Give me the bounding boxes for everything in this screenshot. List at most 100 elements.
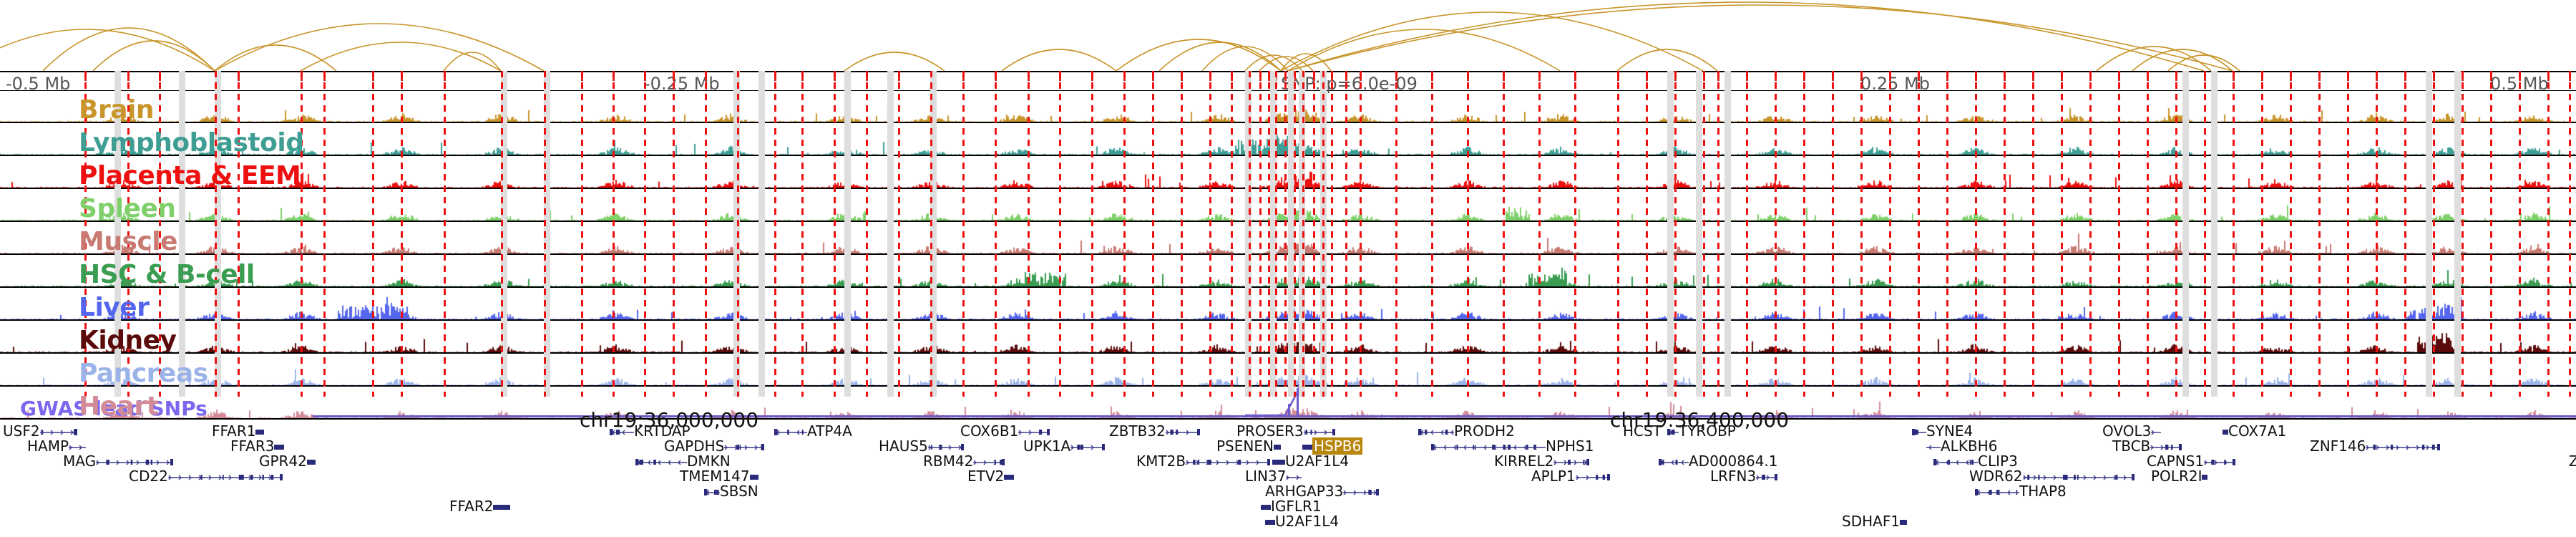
- gene-hamp[interactable]: HAMP: [27, 439, 87, 453]
- gene-tbcb[interactable]: TBCB: [2112, 439, 2182, 453]
- gene-znf146[interactable]: ZNF146: [2310, 439, 2441, 453]
- gene-ad000864.1[interactable]: AD000864.1: [1659, 454, 1778, 468]
- gene-alkbh6[interactable]: ALKBH6: [1926, 439, 1997, 453]
- gene-igflr1[interactable]: IGFLR1: [1261, 499, 1322, 513]
- gene-model-glyph: [1553, 458, 1590, 465]
- track-spleen[interactable]: Spleen: [0, 189, 2576, 222]
- ruler-snp-tick: [962, 72, 965, 81]
- gene-u2af1l4[interactable]: U2AF1L4: [1272, 454, 1349, 468]
- gene-kirrel2[interactable]: KIRREL2: [1494, 454, 1590, 468]
- gene-arhgap33[interactable]: ARHGAP33: [1265, 484, 1380, 498]
- gwas-snp-tick[interactable]: [1297, 388, 1299, 415]
- interaction-arc: [300, 42, 502, 72]
- track-signal-canvas: [0, 255, 2576, 286]
- gene-etv2[interactable]: ETV2: [967, 469, 1015, 483]
- gene-krtdap[interactable]: KRTDAP: [610, 424, 691, 438]
- gene-haus5[interactable]: HAUS5: [879, 439, 965, 453]
- gene-model-glyph: [1265, 519, 1275, 525]
- gene-model-glyph: [255, 429, 265, 435]
- gene-syne4[interactable]: SYNE4: [1912, 424, 1973, 438]
- ruler-snp-tick: [301, 72, 303, 81]
- ruler-snp-tick: [1918, 72, 1920, 81]
- gene-model-glyph: [749, 474, 758, 480]
- ruler-snp-tick: [1775, 72, 1777, 81]
- gene-cox7a1[interactable]: COX7A1: [2223, 424, 2286, 438]
- track-muscle[interactable]: Muscle: [0, 222, 2576, 255]
- track-label: Kidney: [79, 326, 177, 354]
- gene-mag[interactable]: MAG: [63, 454, 174, 468]
- gene-u2af1l4[interactable]: U2AF1L4: [1265, 514, 1339, 528]
- gene-tyrobp[interactable]: TYROBP: [1667, 424, 1736, 438]
- gene-lrfn3[interactable]: LRFN3: [1710, 469, 1778, 483]
- coordinate-ruler[interactable]: -0.5 Mb -0.25 Mb SNP: p=6.0e-09 0.25 Mb 0.5 …: [0, 71, 2576, 94]
- track-label: HSC & B-cell: [79, 260, 255, 288]
- track-placenta-eem[interactable]: Placenta & EEM: [0, 156, 2576, 189]
- gene-cox6b1[interactable]: COX6B1: [960, 424, 1050, 438]
- track-liver[interactable]: Liver: [0, 288, 2576, 321]
- track-label: Lymphoblastoid: [79, 128, 304, 156]
- track-pancreas[interactable]: Pancreas: [0, 354, 2576, 387]
- gene-psenen[interactable]: PSENEN: [1216, 439, 1281, 453]
- gene-hcst[interactable]: HCST: [1623, 424, 1664, 438]
- gene-ffar2[interactable]: FFAR2: [449, 499, 511, 513]
- track-hsc-b-cell[interactable]: HSC & B-cell: [0, 255, 2576, 288]
- gene-wdr62[interactable]: WDR62: [1969, 469, 2135, 483]
- gene-thap8[interactable]: THAP8: [1975, 484, 2067, 498]
- ruler-snp-tick: [1538, 72, 1541, 81]
- gene-gpr42[interactable]: GPR42: [259, 454, 316, 468]
- ruler-snp-tick: [1123, 72, 1126, 81]
- gene-hspb6[interactable]: HSPB6: [1302, 437, 1363, 455]
- gene-lin37[interactable]: LIN37: [1245, 469, 1302, 483]
- gene-capns1[interactable]: CAPNS1: [2147, 454, 2236, 468]
- track-signal-canvas: [0, 189, 2576, 221]
- gene-atp4a[interactable]: ATP4A: [774, 424, 852, 438]
- gene-model-glyph: [1575, 473, 1611, 480]
- gene-label: ATP4A: [807, 422, 852, 440]
- gwas-lead-snps-track[interactable]: GWAS lead SNPs: [0, 384, 2576, 420]
- interaction-arc: [1287, 29, 1561, 72]
- track-kidney[interactable]: Kidney: [0, 321, 2576, 354]
- gene-sdhaf1[interactable]: SDHAF1: [1842, 514, 1908, 528]
- gene-rbm42[interactable]: RBM42: [923, 454, 1005, 468]
- gene-gapdhs[interactable]: GAPDHS: [664, 439, 765, 453]
- gene-model-glyph: [1273, 444, 1281, 450]
- gene-upk1a[interactable]: UPK1A: [1023, 439, 1106, 453]
- gene-kmt2b[interactable]: KMT2B: [1136, 453, 1271, 470]
- gene-model-glyph: [167, 473, 283, 480]
- ruler-snp-tick: [1703, 72, 1705, 81]
- gene-nphs1[interactable]: NPHS1: [1431, 439, 1594, 453]
- gene-zbtb32[interactable]: ZBTB32: [1109, 424, 1201, 438]
- gene-model-glyph: [2022, 473, 2135, 480]
- gene-ffar3[interactable]: FFAR3: [230, 439, 285, 453]
- gene-label: KMT2B: [1136, 453, 1186, 470]
- gene-ovol3[interactable]: OVOL3: [2102, 424, 2162, 438]
- track-lymphoblastoid[interactable]: Lymphoblastoid: [0, 123, 2576, 156]
- gene-usf2[interactable]: USF2: [3, 424, 78, 438]
- gene-z[interactable]: Z: [2566, 454, 2576, 468]
- gene-model-glyph: [1343, 488, 1380, 495]
- gene-tmem147[interactable]: TMEM147: [680, 469, 758, 483]
- gene-sbsn[interactable]: SBSN: [704, 484, 758, 498]
- gene-model-glyph: [2150, 443, 2182, 450]
- gene-polr2i[interactable]: POLR2I: [2151, 469, 2208, 483]
- gene-annotation-track: USF2 HAMP MAG CD22 FFAR1 FFAR3 GPR42 FFAR2 KRTDA…: [0, 424, 2576, 537]
- ruler-snp-tick: [581, 72, 583, 81]
- gene-proser3[interactable]: PROSER3: [1236, 424, 1336, 438]
- track-signal-canvas: [0, 90, 2576, 122]
- track-label: Liver: [79, 293, 150, 321]
- gene-dmkn[interactable]: DMKN: [635, 454, 731, 468]
- ruler-snp-tick: [1674, 72, 1677, 81]
- ruler-snp-tick: [2404, 72, 2406, 81]
- track-signal-canvas: [0, 123, 2576, 155]
- gene-model-glyph: [927, 443, 965, 450]
- track-brain[interactable]: Brain: [0, 90, 2576, 123]
- ruler-snp-tick: [1746, 72, 1748, 81]
- gene-aplp1[interactable]: APLP1: [1531, 469, 1611, 483]
- gene-ffar1[interactable]: FFAR1: [212, 424, 265, 438]
- ruler-snp-tick: [2004, 72, 2006, 81]
- gene-clip3[interactable]: CLIP3: [1933, 454, 2018, 468]
- interaction-arc: [1158, 42, 1282, 72]
- ruler-snp-tick: [2547, 72, 2550, 81]
- gene-prodh2[interactable]: PRODH2: [1418, 424, 1515, 438]
- gene-cd22[interactable]: CD22: [129, 469, 283, 483]
